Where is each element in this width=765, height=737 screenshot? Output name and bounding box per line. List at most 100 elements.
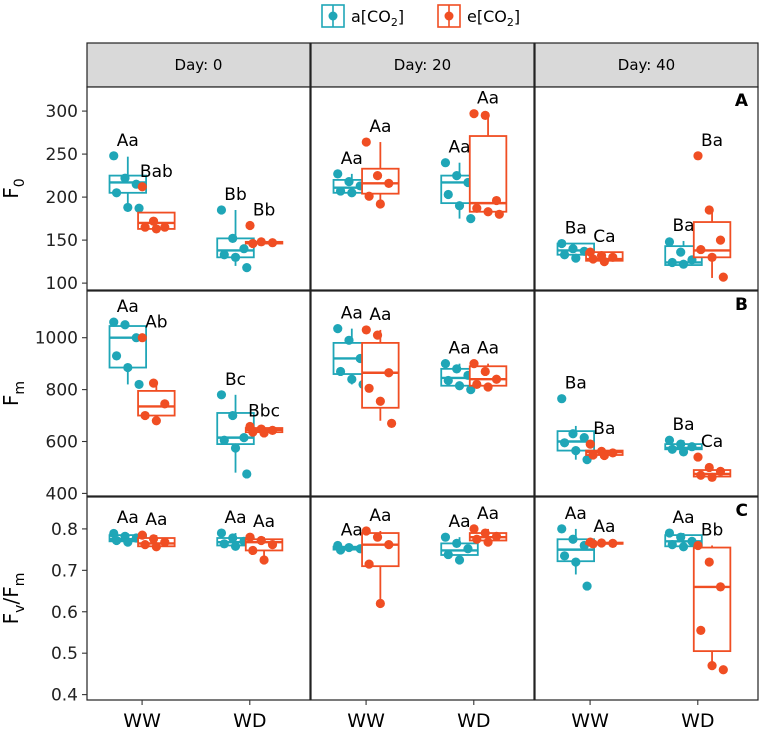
data-point	[463, 544, 473, 554]
data-point	[568, 429, 578, 439]
data-point	[364, 383, 374, 393]
significance-letter: Bc	[225, 370, 246, 390]
data-point	[347, 188, 357, 198]
significance-letter: Aa	[369, 506, 391, 526]
panel-letter: A	[735, 91, 749, 111]
data-point	[361, 526, 371, 536]
data-point	[364, 559, 374, 569]
data-point	[372, 532, 383, 542]
data-point	[245, 220, 255, 231]
y-axes: 100150200250300F04006008001000Fm0.40.50.…	[0, 102, 87, 706]
significance-letter: Aa	[341, 304, 363, 324]
y-axis-title-mid: /F	[0, 586, 23, 604]
y-tick-label: 300	[46, 102, 78, 122]
data-point	[440, 158, 451, 168]
data-point	[676, 439, 686, 449]
significance-letter: Ba	[672, 216, 694, 236]
data-point	[109, 151, 119, 161]
box-elevated-co2: Aa	[468, 504, 508, 547]
data-point	[582, 581, 592, 591]
data-point	[704, 205, 714, 215]
box-iqr	[108, 325, 147, 369]
panel-frame	[86, 496, 311, 701]
data-point	[707, 252, 717, 262]
data-point	[361, 325, 371, 335]
facet-strip-label: Day: 40	[618, 56, 675, 74]
data-point	[245, 532, 255, 542]
data-point	[228, 410, 238, 421]
data-point	[134, 203, 144, 213]
significance-letter: Aa	[117, 297, 139, 317]
data-point	[491, 195, 502, 206]
data-point	[608, 538, 618, 549]
significance-letter: Aa	[145, 510, 167, 530]
data-point	[140, 222, 150, 232]
data-point	[333, 169, 343, 179]
data-point	[347, 374, 357, 384]
y-axis-title-subscript: m	[12, 381, 28, 395]
data-point	[219, 435, 229, 445]
significance-letter: Ca	[593, 227, 615, 247]
data-point	[242, 469, 252, 479]
data-point	[384, 368, 394, 378]
x-tick-label: WW	[571, 710, 609, 732]
y-axis-title-main: F	[0, 613, 23, 625]
data-point	[596, 538, 607, 548]
data-point	[148, 216, 159, 226]
facet-strip-label: Day: 0	[175, 56, 223, 74]
data-point	[151, 542, 161, 552]
data-point	[120, 173, 130, 183]
data-point	[109, 528, 119, 539]
data-point	[387, 418, 397, 428]
significance-letter: Ca	[701, 432, 723, 452]
data-point	[151, 224, 161, 234]
data-point	[160, 537, 170, 547]
data-point	[559, 250, 570, 260]
significance-letter: Aa	[477, 89, 499, 109]
box-elevated-co2: Aa	[361, 305, 400, 428]
data-point	[466, 214, 476, 224]
box-elevated-co2: Aa	[468, 339, 508, 392]
data-point	[664, 528, 675, 538]
data-point	[230, 252, 241, 262]
data-point	[267, 238, 278, 248]
data-point	[440, 532, 451, 542]
box-elevated-co2: Bab	[137, 162, 176, 234]
box-elevated-co2: Ca	[585, 227, 624, 267]
data-point	[696, 470, 706, 480]
significance-letter: Aa	[369, 305, 391, 325]
data-point	[585, 247, 595, 257]
data-point	[216, 390, 227, 400]
data-point	[248, 238, 258, 249]
significance-letter: Aa	[117, 131, 139, 151]
data-point	[678, 542, 689, 552]
y-tick-label: 0.4	[51, 686, 78, 706]
data-point	[718, 665, 728, 675]
box-elevated-co2: Ab	[137, 313, 176, 426]
data-point	[588, 450, 598, 460]
data-point	[375, 598, 385, 609]
panel-frame	[534, 86, 759, 291]
data-point	[696, 625, 706, 636]
panel: Aa Aa Aa Aa	[86, 496, 311, 701]
data-point	[452, 170, 462, 181]
legend-label-tail: ]	[398, 7, 404, 26]
data-point	[469, 524, 479, 534]
data-point	[715, 466, 726, 476]
significance-letter: Aa	[448, 339, 470, 359]
data-point	[248, 427, 258, 437]
significance-letter: Bb	[224, 185, 246, 205]
data-point	[469, 359, 479, 369]
data-point	[140, 410, 150, 421]
box-ambient-co2: Aa	[440, 512, 479, 565]
data-point	[667, 444, 677, 454]
x-tick-label: WD	[457, 710, 490, 732]
y-tick-label: 0.8	[51, 520, 78, 540]
data-point	[559, 438, 570, 448]
data-point	[259, 428, 269, 438]
box-ambient-co2: Ba	[664, 216, 703, 269]
legend-key-dot	[328, 11, 338, 21]
significance-letter: Aa	[593, 517, 615, 537]
data-point	[256, 535, 266, 546]
